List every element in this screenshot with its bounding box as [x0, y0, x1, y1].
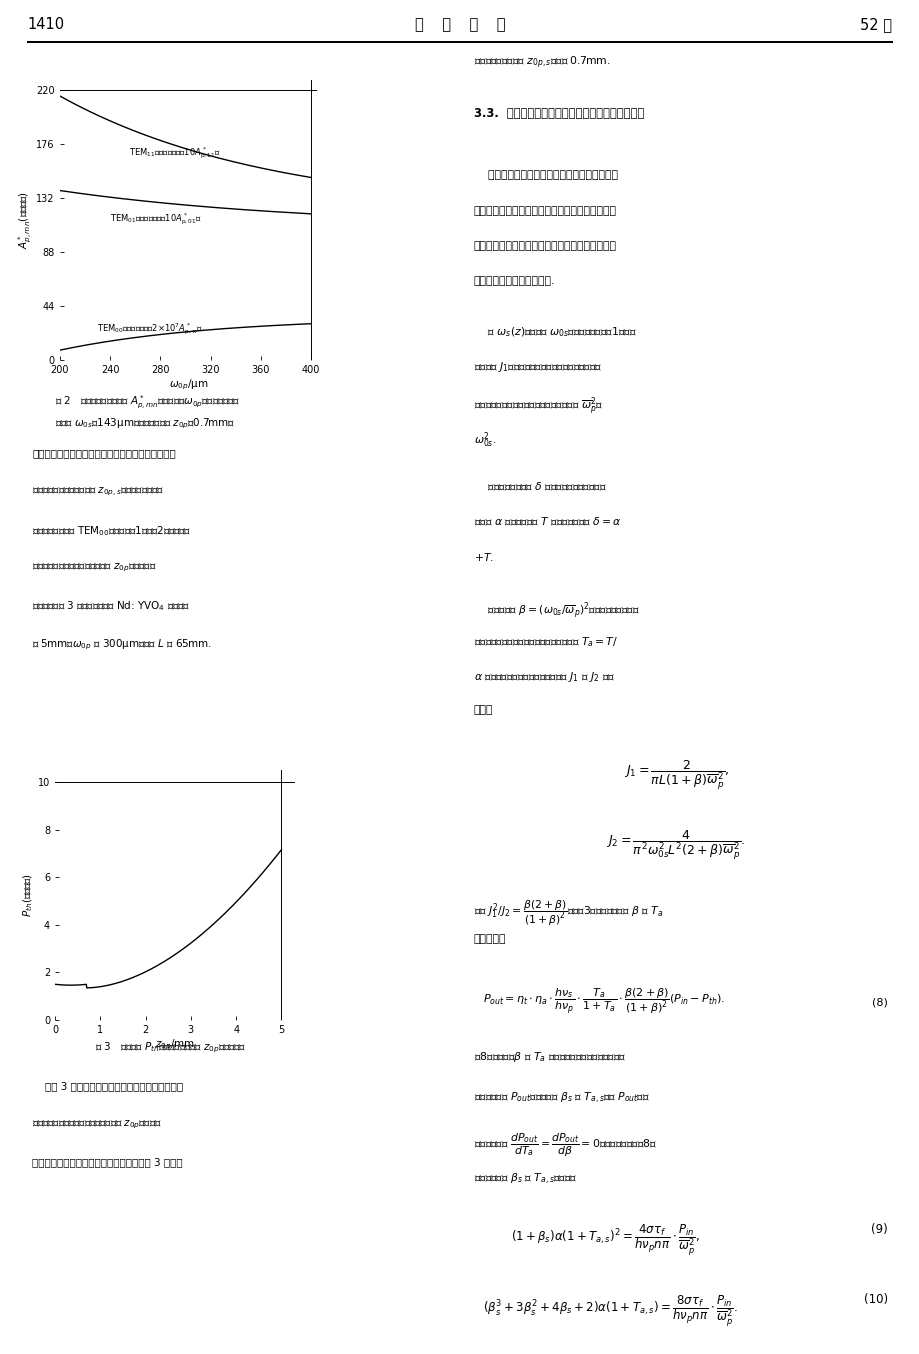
Text: (10): (10): [863, 1293, 887, 1307]
Text: 有损耗 $\alpha$ 和输出耦合率 $T$ 两部分组成，即 $\delta = \alpha$: 有损耗 $\alpha$ 和输出耦合率 $T$ 两部分组成，即 $\delta …: [473, 516, 620, 527]
Text: $\omega^2_{0s}$.: $\omega^2_{0s}$.: [473, 431, 495, 451]
Text: 52 卷: 52 卷: [859, 16, 891, 32]
Text: 质中合理的激光振荡模尺寸.: 质中合理的激光振荡模尺寸.: [473, 276, 554, 286]
Text: $(1+\beta_s)\alpha(1+T_{a,s})^2 = \dfrac{4\sigma\tau_f}{h\nu_p n\pi} \cdot \dfra: $(1+\beta_s)\alpha(1+T_{a,s})^2 = \dfrac…: [510, 1223, 698, 1258]
Text: $(\beta^3_s + 3\beta^2_s + 4\beta_s + 2)\alpha(1+T_{a,s}) = \dfrac{8\sigma\tau_f: $(\beta^3_s + 3\beta^2_s + 4\beta_s + 2)…: [482, 1293, 737, 1328]
Text: 佳模式匹配、最大程度地提高器件的光－光转换效: 佳模式匹配、最大程度地提高器件的光－光转换效: [473, 206, 616, 215]
Text: $J_2 = \dfrac{4}{\pi^2\omega^2_{0s}L^2(2+\beta)\overline{\omega}^2_p}$.: $J_2 = \dfrac{4}{\pi^2\omega^2_{0s}L^2(2…: [606, 829, 745, 862]
Text: 定义新参量 $\beta = (\omega_{0s}/\overline{\omega}_p)^2$，为振荡光与抽运光: 定义新参量 $\beta = (\omega_{0s}/\overline{\o…: [473, 600, 639, 621]
Text: $+ T$.: $+ T$.: [473, 551, 494, 562]
Text: 简化后的 $J_1$式可知，激光器阈值抽运功率正比于抽: 简化后的 $J_1$式可知，激光器阈值抽运功率正比于抽: [473, 360, 602, 375]
Text: 图 3   抽运阈值 $P_{th}$与抽运光腰斑位置 $z_{0p}$的关系曲线: 图 3 抽运阈值 $P_{th}$与抽运光腰斑位置 $z_{0p}$的关系曲线: [95, 1040, 245, 1055]
Text: 在增益介质内平均光斑横截面积之比；定义 $T_a = T/$: 在增益介质内平均光斑横截面积之比；定义 $T_a = T/$: [473, 635, 618, 649]
Text: $J_1 = \dfrac{2}{\pi L(1+\beta)\overline{\omega}^2_p}$,: $J_1 = \dfrac{2}{\pi L(1+\beta)\overline…: [623, 758, 728, 792]
Text: 所以 $J^2_1/J_2 = \dfrac{\beta(2+\beta)}{(1+\beta)^2}$，把（3）式表示成变量 $\beta$ 和 $T_a$: 所以 $J^2_1/J_2 = \dfrac{\beta(2+\beta)}{(…: [473, 899, 663, 929]
Text: TEM$_{00}$（对应纵坐标为2×10$^7$$A^*_{\rm p,\infty}$）: TEM$_{00}$（对应纵坐标为2×10$^7$$A^*_{\rm p,\in…: [97, 321, 203, 337]
Y-axis label: $P_{th}$(相对强度): $P_{th}$(相对强度): [21, 873, 35, 917]
Text: $P_{out} = \eta_t \cdot \eta_a \cdot \dfrac{h\nu_s}{h\nu_p} \cdot \dfrac{T_a}{1+: $P_{out} = \eta_t \cdot \eta_a \cdot \df…: [482, 987, 724, 1017]
Text: 件一定时，存在一个使抽运阈值最低的 $z_{0p}$．在我们: 件一定时，存在一个使抽运阈值最低的 $z_{0p}$．在我们: [32, 1118, 162, 1131]
Text: (8): (8): [871, 998, 887, 1007]
Y-axis label: $A^*_{p,mn}$(相对强度): $A^*_{p,mn}$(相对强度): [17, 191, 33, 249]
Text: 表示为: 表示为: [473, 705, 493, 715]
Text: 出特性最佳．针对 TEM$_{00}$模，根据（1）和（2）式，通过: 出特性最佳．针对 TEM$_{00}$模，根据（1）和（2）式，通过: [32, 524, 191, 538]
Text: 1410: 1410: [28, 16, 64, 32]
Text: 大值时应满足 $\dfrac{dP_{out}}{dT_a} = \dfrac{dP_{out}}{d\beta} = 0$，将此条件代入（8）: 大值时应满足 $\dfrac{dP_{out}}{dT_a} = \dfrac{…: [473, 1132, 656, 1159]
Text: 的影响，如图 3 所示．计算时取 Nd: YVO$_4$ 晶体长度: 的影响，如图 3 所示．计算时取 Nd: YVO$_4$ 晶体长度: [32, 600, 190, 613]
Text: 为 5mm；$\omega_{0p}$ ＝ 300μm；腔长 $L$ ＝ 65mm.: 为 5mm；$\omega_{0p}$ ＝ 300μm；腔长 $L$ ＝ 65m…: [32, 638, 212, 653]
Text: 小，从而影响激光器的输出功率与斜率效率．因此抽: 小，从而影响激光器的输出功率与斜率效率．因此抽: [32, 448, 176, 458]
Text: （8）式表明，$\beta$ 和 $T_a$ 是相互关联的．对于一定的抽运: （8）式表明，$\beta$ 和 $T_a$ 是相互关联的．对于一定的抽运: [473, 1051, 626, 1064]
Text: 抽运光焦点最佳位置 $z_{0p,s}$的值为 0.7mm.: 抽运光焦点最佳位置 $z_{0p,s}$的值为 0.7mm.: [473, 54, 610, 70]
Text: 谐振腔的往返损耗 $\delta$ 由腔内的衍射、散射等固: 谐振腔的往返损耗 $\delta$ 由腔内的衍射、散射等固: [473, 481, 606, 492]
Text: 给定的具体参数下，通过数值计算可知，图 3 所示的: 给定的具体参数下，通过数值计算可知，图 3 所示的: [32, 1156, 183, 1167]
Text: 运光及振荡光在增益介质内的平均横截面积 $\overline{\omega}^2_p$和: 运光及振荡光在增益介质内的平均横截面积 $\overline{\omega}^2…: [473, 395, 602, 418]
X-axis label: $\omega_{0p}$/μm: $\omega_{0p}$/μm: [168, 378, 209, 393]
Text: 在 $\omega_s(z)$近似等于 $\omega_{0s}$的情况下，根据（1）式和: 在 $\omega_s(z)$近似等于 $\omega_{0s}$的情况下，根据…: [473, 325, 636, 338]
Text: 数值积分即可算出抽运光焦点位置 $z_{0p}$对抽运阈值: 数值积分即可算出抽运光焦点位置 $z_{0p}$对抽运阈值: [32, 562, 156, 574]
Text: TEM$_{01}$（对应纵坐标为10$A^*_{\rm p,01}$）: TEM$_{01}$（对应纵坐标为10$A^*_{\rm p,01}$）: [110, 211, 202, 226]
Text: 在设计端面抽运的固体激光器时，为了实现最: 在设计端面抽运的固体激光器时，为了实现最: [473, 171, 618, 180]
X-axis label: $z_{0p}$/mm: $z_{0p}$/mm: [155, 1037, 195, 1052]
Text: 从图 3 可以看出，对于端面抽运方式，在其他条: 从图 3 可以看出，对于端面抽运方式，在其他条: [32, 1080, 183, 1091]
Text: 功率，存在使 $P_{out}$达到最大的 $\beta_s$ 和 $T_{a,s}$．当 $P_{out}$取最: 功率，存在使 $P_{out}$达到最大的 $\beta_s$ 和 $T_{a,…: [473, 1091, 649, 1106]
Text: 物    理    学    报: 物 理 学 报: [414, 16, 505, 32]
Text: (9): (9): [870, 1223, 887, 1236]
Text: 率，应该根据抽运光强度及其空间分布确定增益介: 率，应该根据抽运光强度及其空间分布确定增益介: [473, 241, 616, 250]
Text: 算时取 $\omega_{0s}$＝143μm，抽运腰斑位置 $z_{0p}$＝0.7mm）: 算时取 $\omega_{0s}$＝143μm，抽运腰斑位置 $z_{0p}$＝…: [55, 417, 235, 432]
Text: 3.3.  振荡光模尺寸的选取和最佳输出耦合率的确定: 3.3. 振荡光模尺寸的选取和最佳输出耦合率的确定: [473, 107, 643, 121]
Text: 图 2   低阶模等效抽运截面 $A^*_{p,mn}$随抽运腰斑$\omega_{0p}$的变化曲线（计: 图 2 低阶模等效抽运截面 $A^*_{p,mn}$随抽运腰斑$\omega_{…: [55, 394, 240, 412]
Text: TEM$_{11}$（对应纵坐标为10$A^*_{\rm p,11}$）: TEM$_{11}$（对应纵坐标为10$A^*_{\rm p,11}$）: [129, 146, 221, 161]
Text: 式，得到关于 $\beta_s$ 和 $T_{a,s}$的方程组: 式，得到关于 $\beta_s$ 和 $T_{a,s}$的方程组: [473, 1173, 576, 1187]
Text: 的形式，即: 的形式，即: [473, 934, 505, 944]
Text: $\alpha$ 为器件的相对输出率．则简化后的 $J_1$ 和 $J_2$ 分别: $\alpha$ 为器件的相对输出率．则简化后的 $J_1$ 和 $J_2$ 分…: [473, 670, 614, 684]
Text: 运光焦点位置存在一最佳值 $z_{0p,s}$，使得激光器的输: 运光焦点位置存在一最佳值 $z_{0p,s}$，使得激光器的输: [32, 486, 165, 498]
